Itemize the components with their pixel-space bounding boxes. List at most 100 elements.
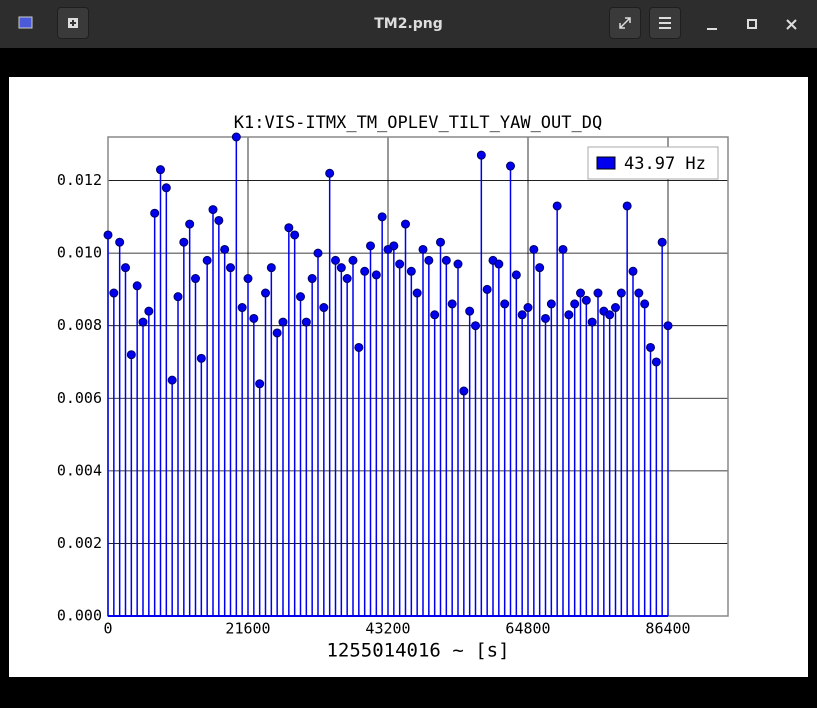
x-axis-label: 1255014016 ~ [s]: [326, 640, 509, 662]
stem-marker: [541, 313, 551, 323]
y-tick-label: 0.002: [57, 534, 102, 552]
stem-marker: [360, 266, 370, 276]
stem-marker: [616, 288, 626, 298]
stem-marker: [377, 212, 387, 222]
stem-marker: [646, 342, 656, 352]
stem-marker: [401, 219, 411, 229]
stem-marker: [570, 299, 580, 309]
stem-marker: [406, 266, 416, 276]
stem-marker: [231, 132, 241, 142]
stem-marker: [336, 263, 346, 273]
stem-marker: [447, 299, 457, 309]
stem-marker: [494, 259, 504, 269]
stem-marker: [331, 255, 341, 265]
stem-marker: [196, 353, 206, 363]
legend-label: 43.97 Hz: [624, 154, 706, 174]
stem-marker: [418, 244, 428, 254]
stem-marker: [249, 313, 259, 323]
stem-marker: [278, 317, 288, 327]
stem-marker: [138, 317, 148, 327]
stem-marker: [500, 299, 510, 309]
x-tick-label: 0: [103, 620, 112, 638]
stem-marker: [471, 321, 481, 331]
maximize[interactable]: [747, 19, 757, 29]
stem-marker: [191, 274, 201, 284]
stem-marker: [150, 208, 160, 218]
stem-marker: [476, 150, 486, 160]
stem-marker: [348, 255, 358, 265]
stem-marker: [202, 255, 212, 265]
stem-marker: [436, 237, 446, 247]
y-tick-label: 0.004: [57, 461, 102, 479]
stem-marker: [319, 303, 329, 313]
y-tick-label: 0.000: [57, 607, 102, 625]
x-tick-label: 21600: [225, 620, 270, 638]
y-tick-label: 0.012: [57, 171, 102, 189]
stem-marker: [558, 244, 568, 254]
stem-marker: [581, 295, 591, 305]
stem-marker: [132, 281, 142, 291]
x-tick-label: 86400: [645, 620, 690, 638]
stem-marker: [371, 270, 381, 280]
stem-marker: [272, 328, 282, 338]
window-title: TM2.png: [374, 16, 443, 32]
stem-marker: [663, 321, 673, 331]
stem-marker: [325, 168, 335, 178]
stem-marker: [220, 244, 230, 254]
stem-marker: [622, 201, 632, 211]
stem-marker: [611, 303, 621, 313]
stem-marker: [552, 201, 562, 211]
window-controls: [707, 19, 797, 30]
stem-marker: [576, 288, 586, 298]
stem-marker: [266, 263, 276, 273]
stem-marker: [354, 342, 364, 352]
stem-marker: [424, 255, 434, 265]
stem-marker: [121, 263, 131, 273]
stem-marker: [290, 230, 300, 240]
stem-marker: [564, 310, 574, 320]
stem-marker: [523, 303, 533, 313]
stem-marker: [511, 270, 521, 280]
icon: [18, 16, 33, 29]
stem-marker: [412, 288, 422, 298]
stem-marker: [657, 237, 667, 247]
stem-marker: [109, 288, 119, 298]
icon: [619, 17, 631, 29]
stem-marker: [587, 317, 597, 327]
stem-marker: [546, 299, 556, 309]
stem-marker: [389, 241, 399, 251]
stem-marker: [395, 259, 405, 269]
stem-marker: [535, 263, 545, 273]
stem-marker: [173, 292, 183, 302]
menu-button[interactable]: [649, 7, 681, 39]
stem-marker: [167, 375, 177, 385]
stem-marker: [284, 223, 294, 233]
stem-marker: [651, 357, 661, 367]
stem-marker: [307, 274, 317, 284]
stem-marker: [628, 266, 638, 276]
fullscreen-button[interactable]: [609, 7, 641, 39]
stem-marker: [366, 241, 376, 251]
stem-marker: [459, 386, 469, 396]
stem-marker: [261, 288, 271, 298]
y-tick-label: 0.010: [57, 244, 102, 262]
stem-marker: [185, 219, 195, 229]
stem-marker: [640, 299, 650, 309]
stem-marker: [243, 274, 253, 284]
stem-marker: [441, 255, 451, 265]
app-icon[interactable]: [10, 7, 42, 39]
stem-marker: [453, 259, 463, 269]
stem-marker: [430, 310, 440, 320]
new-button[interactable]: [57, 7, 89, 39]
stem-marker: [517, 310, 527, 320]
stem-marker: [313, 248, 323, 258]
stem-marker: [296, 292, 306, 302]
close[interactable]: [786, 19, 797, 30]
y-tick-label: 0.006: [57, 389, 102, 407]
x-tick-label: 64800: [505, 620, 550, 638]
stem-marker: [226, 263, 236, 273]
stem-marker: [506, 161, 516, 171]
title-bar: TM2.png: [0, 0, 817, 48]
stem-marker: [634, 288, 644, 298]
